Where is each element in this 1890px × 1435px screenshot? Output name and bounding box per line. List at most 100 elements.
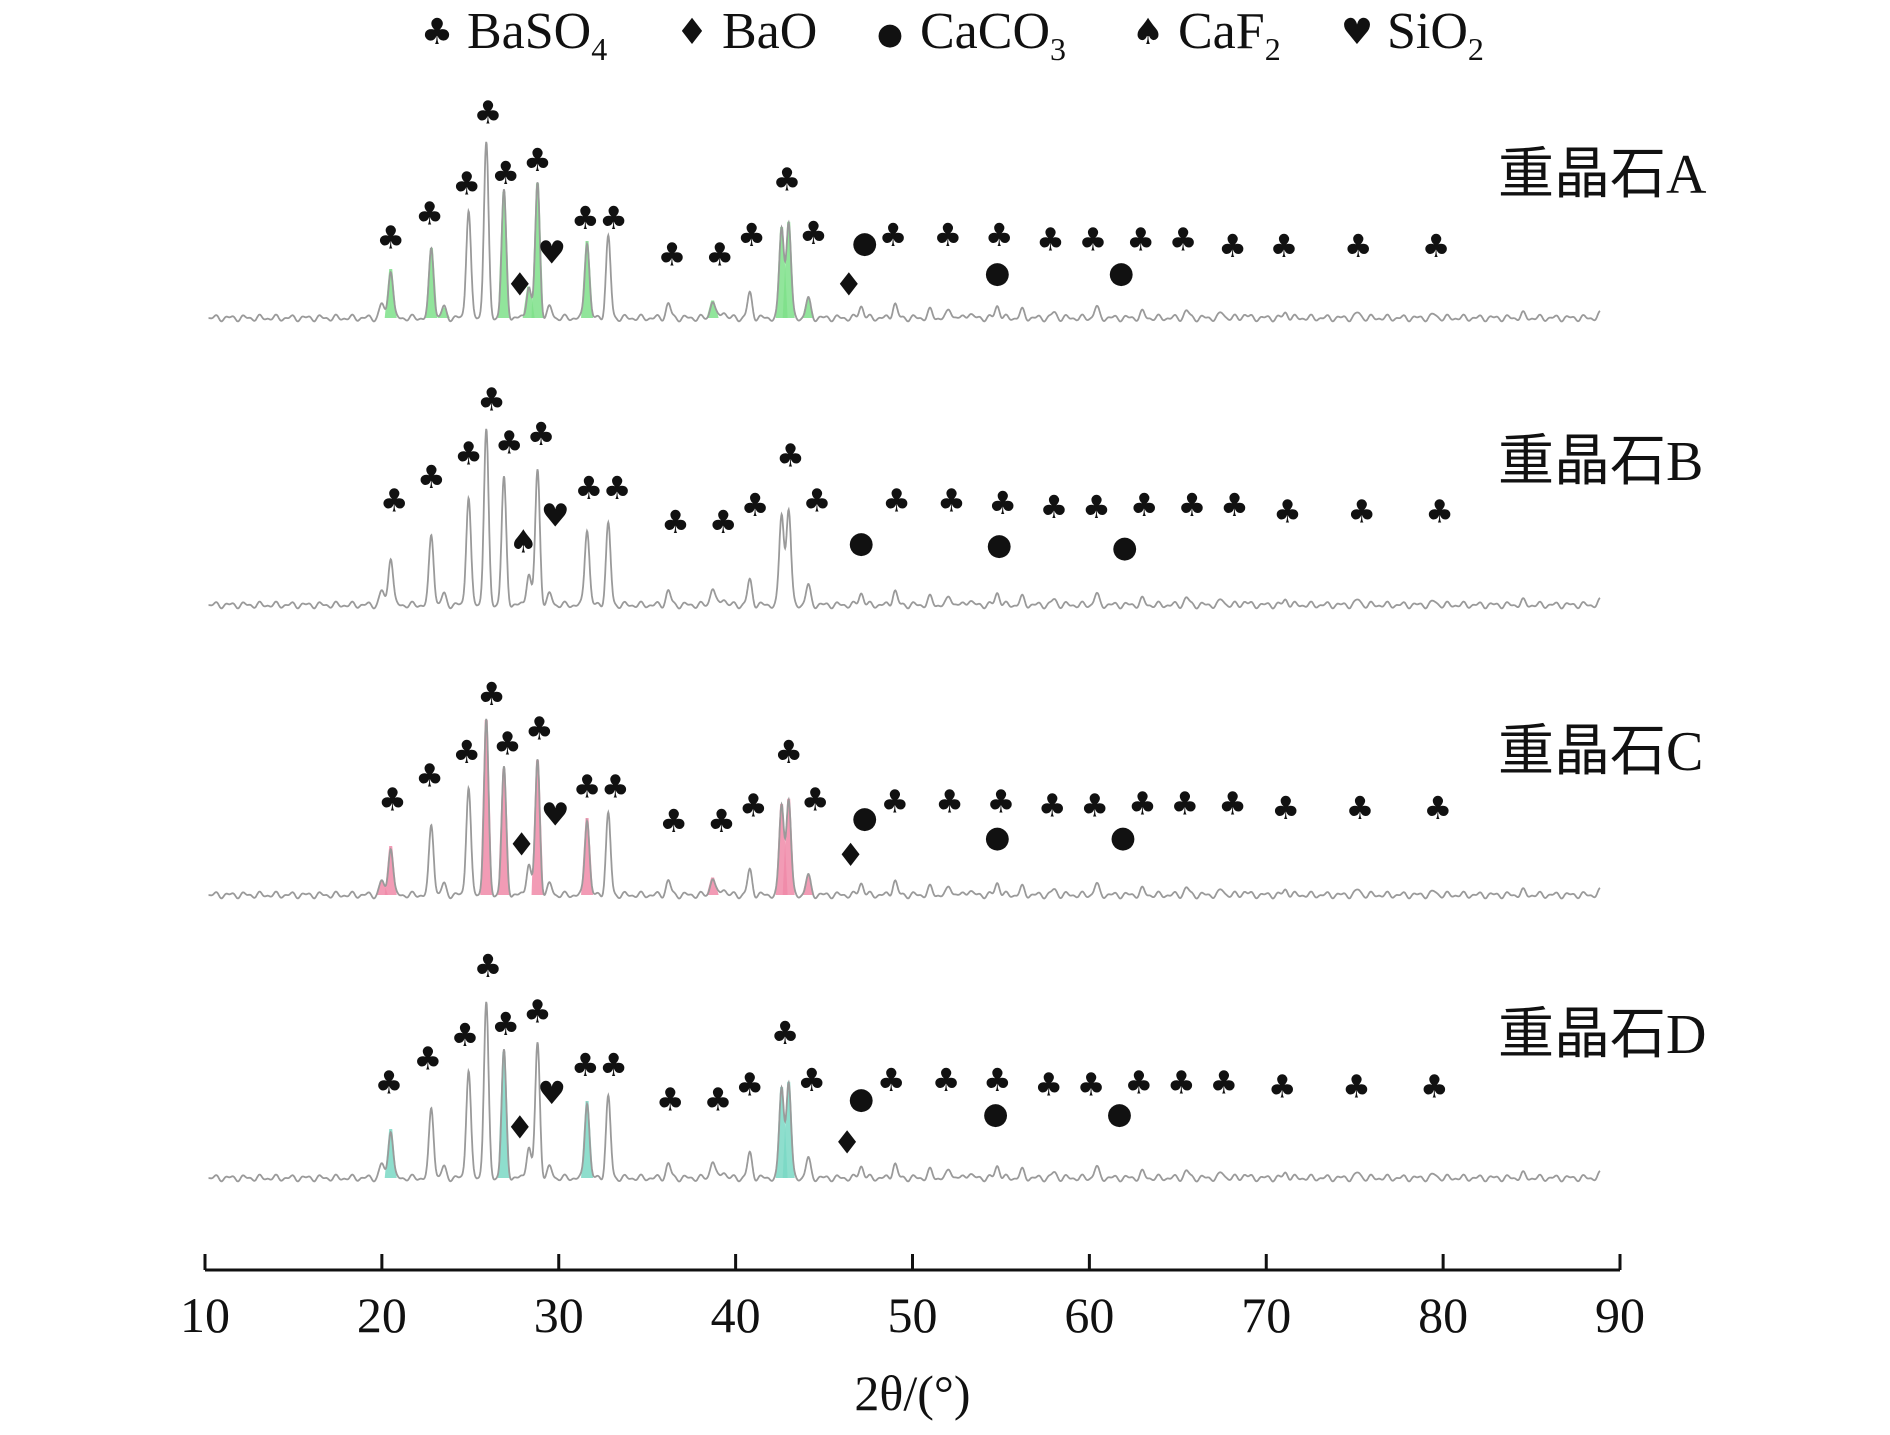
peak-marker-club-icon: ♣ [988, 484, 1017, 522]
peak-marker-diamond-icon: ♦ [836, 836, 865, 874]
peak-marker-club-icon: ♣ [491, 1005, 520, 1043]
peak-marker-club-icon: ♣ [523, 992, 552, 1030]
peak-marker-club-icon: ♣ [495, 424, 524, 462]
peak-marker-club-icon: ♣ [797, 1061, 826, 1099]
xrd-trace [208, 1001, 1601, 1183]
peak-marker-circle-icon: ● [984, 256, 1010, 291]
peak-marker-club-icon: ♣ [1346, 789, 1375, 827]
plot-area: ♣♣♣♣♣ ♣♦♥♣ ♣♣ ♣♣♣♣♦● ♣ ♣ ♣●♣ ♣●♣ ♣ ♣ ♣ ♣ ♣重晶石A♣♣♣♣♣ ♣… [208, 94, 1707, 1183]
peak-marker-circle-icon: ● [852, 226, 878, 261]
peak-marker-club-icon: ♣ [983, 1061, 1012, 1099]
legend-label-subscript: 2 [1468, 31, 1484, 67]
peak-marker-club-icon: ♣ [879, 216, 908, 254]
peak-marker-club-icon: ♣ [451, 1016, 480, 1054]
peak-marker-diamond-icon: ♦ [507, 825, 536, 863]
peak-marker-club-icon: ♣ [414, 1040, 443, 1078]
x-tick-label: 90 [1595, 1287, 1645, 1343]
phase-highlight-peak [782, 221, 795, 318]
peak-marker-club-icon: ♣ [1344, 227, 1373, 265]
peak-marker-circle-icon: ● [1106, 1096, 1132, 1131]
peak-marker-circle-icon: ● [1108, 256, 1134, 291]
peak-marker-club-icon: ♣ [1220, 486, 1249, 524]
x-tick-label: 80 [1418, 1287, 1468, 1343]
series-a: ♣♣♣♣♣ ♣♦♥♣ ♣♣ ♣♣♣♣♦● ♣ ♣ ♣●♣ ♣●♣ ♣ ♣ ♣ ♣ ♣重晶石A [208, 94, 1707, 323]
x-axis: 10 20 30 40 50 60 70 80 90 2θ/(°) [180, 1254, 1645, 1421]
x-axis-ticks: 10 20 30 40 50 60 70 80 90 [180, 1254, 1645, 1343]
peak-marker-club-icon: ♣ [380, 482, 409, 520]
legend-item-baso4: ♣ BaSO4 [421, 3, 607, 67]
peak-marker-club-icon: ♣ [1218, 227, 1247, 265]
peak-marker-club-icon: ♣ [1130, 486, 1159, 524]
peak-marker-club-icon: ♣ [1178, 486, 1207, 524]
phase-highlight-peak [375, 881, 388, 895]
peak-marker-club-icon: ♣ [877, 1061, 906, 1099]
legend-label-main: CaCO [920, 3, 1050, 60]
peak-marker-circle-icon: ● [852, 800, 878, 835]
legend-label-main: CaF [1178, 3, 1265, 60]
peak-marker-club-icon: ♣ [1167, 1063, 1196, 1101]
peak-marker-club-icon: ♣ [527, 415, 556, 453]
peak-marker-club-icon: ♣ [882, 482, 911, 520]
peak-marker-circle-icon: ● [986, 528, 1012, 563]
peak-marker-club-icon: ♣ [801, 780, 830, 818]
peak-marker-diamond-icon: ♦ [834, 266, 863, 304]
peak-marker-circle-icon: ● [1110, 820, 1136, 855]
peak-marker-club-icon: ♣ [454, 434, 483, 472]
peak-marker-club-icon: ♣ [477, 675, 506, 713]
peak-marker-club-icon: ♣ [1422, 227, 1451, 265]
peak-marker-club-icon: ♣ [735, 1065, 764, 1103]
peak-marker-diamond-icon: ♦ [833, 1123, 862, 1161]
peak-marker-club-icon: ♣ [493, 724, 522, 762]
peak-marker-club-icon: ♣ [474, 94, 503, 132]
series-c: ♣♣♣♣♣ ♣♦♥♣ ♣♣ ♣ ♣♣♣♦● ♣ ♣ ♣●♣ ♣●♣ ♣ ♣ ♣ ♣ ♣重晶石C [208, 675, 1703, 900]
peak-marker-club-icon: ♣ [1125, 1063, 1154, 1101]
peak-marker-club-icon: ♣ [1036, 220, 1065, 258]
circle-icon: ● [877, 17, 903, 52]
peak-marker-club-icon: ♣ [707, 802, 736, 840]
peak-marker-club-icon: ♣ [1270, 227, 1299, 265]
peak-marker-club-icon: ♣ [799, 214, 828, 252]
peak-marker-club-icon: ♣ [474, 947, 503, 985]
peak-marker-club-icon: ♣ [601, 767, 630, 805]
legend-label: CaF2 [1178, 3, 1281, 67]
peak-marker-club-icon: ♣ [376, 218, 405, 256]
peak-marker-club-icon: ♣ [776, 437, 805, 475]
peak-marker-club-icon: ♣ [415, 195, 444, 233]
peak-marker-club-icon: ♣ [661, 503, 690, 541]
peak-marker-club-icon: ♣ [1209, 1063, 1238, 1101]
peak-marker-club-icon: ♣ [1420, 1068, 1449, 1106]
phase-highlight-peak [384, 846, 397, 895]
peak-marker-club-icon: ♣ [935, 782, 964, 820]
peak-marker-club-icon: ♣ [704, 1080, 733, 1118]
phase-highlight-peak [782, 1081, 795, 1178]
peak-marker-club-icon: ♣ [1126, 220, 1155, 258]
heart-icon: ♥ [1341, 12, 1373, 53]
legend-item-caco3: ● CaCO3 [877, 3, 1066, 67]
peak-marker-club-icon: ♣ [773, 160, 802, 198]
peak-marker-club-icon: ♣ [1218, 785, 1247, 823]
legend-label-main: BaSO [467, 3, 591, 60]
peak-marker-club-icon: ♣ [937, 482, 966, 520]
peak-marker-club-icon: ♣ [932, 1061, 961, 1099]
peak-marker-club-icon: ♣ [1128, 785, 1157, 823]
legend-label-subscript: 2 [1265, 31, 1281, 67]
spade-icon: ♠ [1132, 12, 1164, 53]
x-tick-label: 30 [534, 1287, 584, 1343]
peak-marker-club-icon: ♣ [415, 757, 444, 795]
peak-marker-club-icon: ♣ [1347, 492, 1376, 530]
peak-marker-club-icon: ♣ [1271, 789, 1300, 827]
peak-marker-diamond-icon: ♦ [505, 266, 534, 304]
peak-marker-club-icon: ♣ [375, 1063, 404, 1101]
club-icon: ♣ [421, 12, 453, 53]
peak-marker-club-icon: ♣ [452, 733, 481, 771]
peak-marker-club-icon: ♣ [656, 1080, 685, 1118]
sample-label: 重晶石B [1498, 431, 1703, 493]
peak-marker-club-icon: ♣ [417, 458, 446, 496]
peak-marker-club-icon: ♣ [1034, 1065, 1063, 1103]
legend-label-subscript: 3 [1050, 31, 1066, 67]
x-tick-label: 50 [888, 1287, 938, 1343]
peak-marker-club-icon: ♣ [571, 199, 600, 237]
peak-marker-club-icon: ♣ [987, 782, 1016, 820]
peak-marker-club-icon: ♣ [774, 733, 803, 771]
peak-marker-club-icon: ♣ [599, 1046, 628, 1084]
